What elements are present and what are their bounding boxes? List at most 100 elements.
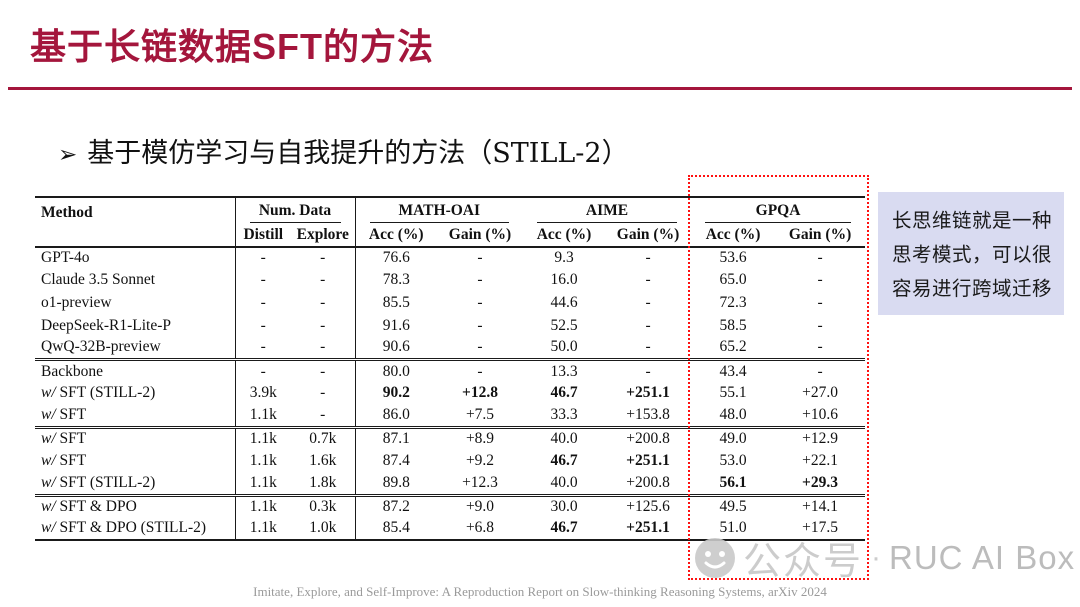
value-cell: +12.9 [802,430,838,448]
col-subheader: Distill [243,226,284,243]
value-cell: +251.1 [626,519,670,537]
value-cell: 0.3k [291,495,356,518]
value-cell: +9.2 [465,452,495,470]
method-cell: w/ SFT (STILL-2) [35,382,236,405]
value-cell: 1.1k [249,430,277,448]
page-title: 基于长链数据SFT的方法 [30,26,434,67]
value-cell: 58.5 [719,316,747,334]
table-row: w/ SFT & DPO 1.1k 0.3k 87.2 +9.0 30.0 +125.6 49… [35,495,865,518]
value-cell: +125.6 [626,498,670,516]
value-cell: - [817,338,823,356]
col-group-gpqa: GPQA [691,197,865,225]
method-cell: QwQ-32B-preview [35,336,236,360]
value-cell: 65.2 [719,338,747,356]
value-cell: - [477,338,483,356]
value-cell: 13.3 [550,362,578,380]
value-cell: 16.0 [550,271,578,289]
value-cell: +10.6 [802,406,838,424]
value-cell: +7.5 [465,406,495,424]
value-cell: +29.3 [802,473,839,491]
value-cell: 9.3 [554,249,574,267]
value-cell: - [477,249,483,267]
value-cell: - [291,269,356,292]
col-subheader: Acc (%) [368,226,424,243]
value-cell: - [291,336,356,360]
method-cell: w/ SFT & DPO [35,495,236,518]
col-subheader: Gain (%) [616,226,680,243]
value-cell: - [477,293,483,311]
method-cell: w/ SFT (STILL-2) [35,472,236,496]
method-cell: o1-preview [35,291,236,315]
col-header-method: Method [35,197,236,247]
value-cell: 80.0 [382,362,410,380]
value-cell: - [260,316,266,334]
value-cell: 72.3 [719,293,747,311]
value-cell: - [291,404,356,428]
method-cell: Backbone [35,359,236,383]
value-cell: +251.1 [626,452,670,470]
value-cell: +12.8 [462,384,498,402]
value-cell: +153.8 [626,406,670,424]
col-subheader: Explore [291,224,356,247]
value-cell: - [291,246,356,270]
value-cell: 87.1 [382,430,410,448]
value-cell: 86.0 [382,406,410,424]
value-cell: +17.5 [802,519,838,537]
value-cell: - [817,362,823,380]
value-cell: 1.1k [249,498,277,516]
value-cell: +27.0 [802,384,838,402]
value-cell: - [645,362,651,380]
value-cell: 1.6k [291,449,356,473]
col-group-num-data: Num. Data [235,197,356,225]
table-row: w/ SFT 1.1k 1.6k 87.4 +9.2 46.7 +251.1 53.0 +22.… [35,449,865,473]
value-cell: - [260,338,266,356]
note-line: 长思维链就是一种 [892,209,1053,232]
title-divider [8,87,1072,90]
table-row: Backbone - - 80.0 - 13.3 - 43.4 - [35,359,865,383]
value-cell: - [291,314,356,337]
value-cell: - [477,316,483,334]
source-caption: Imitate, Explore, and Self-Improve: A Re… [253,584,827,599]
value-cell: - [477,362,483,380]
table-row: w/ SFT 1.1k 0.7k 87.1 +8.9 40.0 +200.8 49.0 +12.… [35,427,865,450]
col-subheader: Gain (%) [448,226,512,243]
table-row: o1-preview - - 85.5 - 44.6 - 72.3 - [35,291,865,315]
value-cell: 33.3 [550,406,578,424]
value-cell: 1.8k [291,472,356,496]
value-cell: - [477,271,483,289]
value-cell: +200.8 [626,430,670,448]
bullet-item: ➢ 基于模仿学习与自我提升的方法（STILL-2） [58,131,629,170]
value-cell: 90.6 [382,338,410,356]
value-cell: - [260,271,266,289]
value-cell: 51.0 [719,519,747,537]
value-cell: 65.0 [719,271,747,289]
results-table: Method Num. Data MATH-OAI AIME GPQA Distill Ex… [35,196,866,542]
watermark: 公众号 · RUC AI Box [693,530,1075,585]
value-cell: - [645,271,651,289]
value-cell: 78.3 [382,271,410,289]
value-cell: +22.1 [802,452,838,470]
table-row: GPT-4o - - 76.6 - 9.3 - 53.6 - [35,246,865,270]
value-cell: 89.8 [382,473,410,491]
watermark-en-text: RUC AI Box [889,538,1076,576]
value-cell: 53.6 [719,249,747,267]
value-cell: - [817,316,823,334]
value-cell: - [291,359,356,383]
value-cell: 48.0 [719,406,747,424]
gpqa-highlight-box [688,175,869,580]
value-cell: - [645,249,651,267]
value-cell: - [645,316,651,334]
value-cell: 1.1k [249,519,277,537]
value-cell: 46.7 [550,452,578,470]
note-line: 容易进行跨域迁移 [892,277,1053,300]
value-cell: 1.0k [291,517,356,541]
value-cell: 91.6 [382,316,410,334]
watermark-cn-text: 公众号 [743,541,864,583]
value-cell: 52.5 [550,316,578,334]
col-subheader: Acc (%) [536,226,592,243]
col-group-math-oai: MATH-OAI [355,197,523,225]
value-cell: 87.2 [382,498,410,516]
method-cell: Claude 3.5 Sonnet [35,269,236,292]
value-cell: +9.0 [465,498,495,516]
value-cell: +12.3 [462,473,498,491]
